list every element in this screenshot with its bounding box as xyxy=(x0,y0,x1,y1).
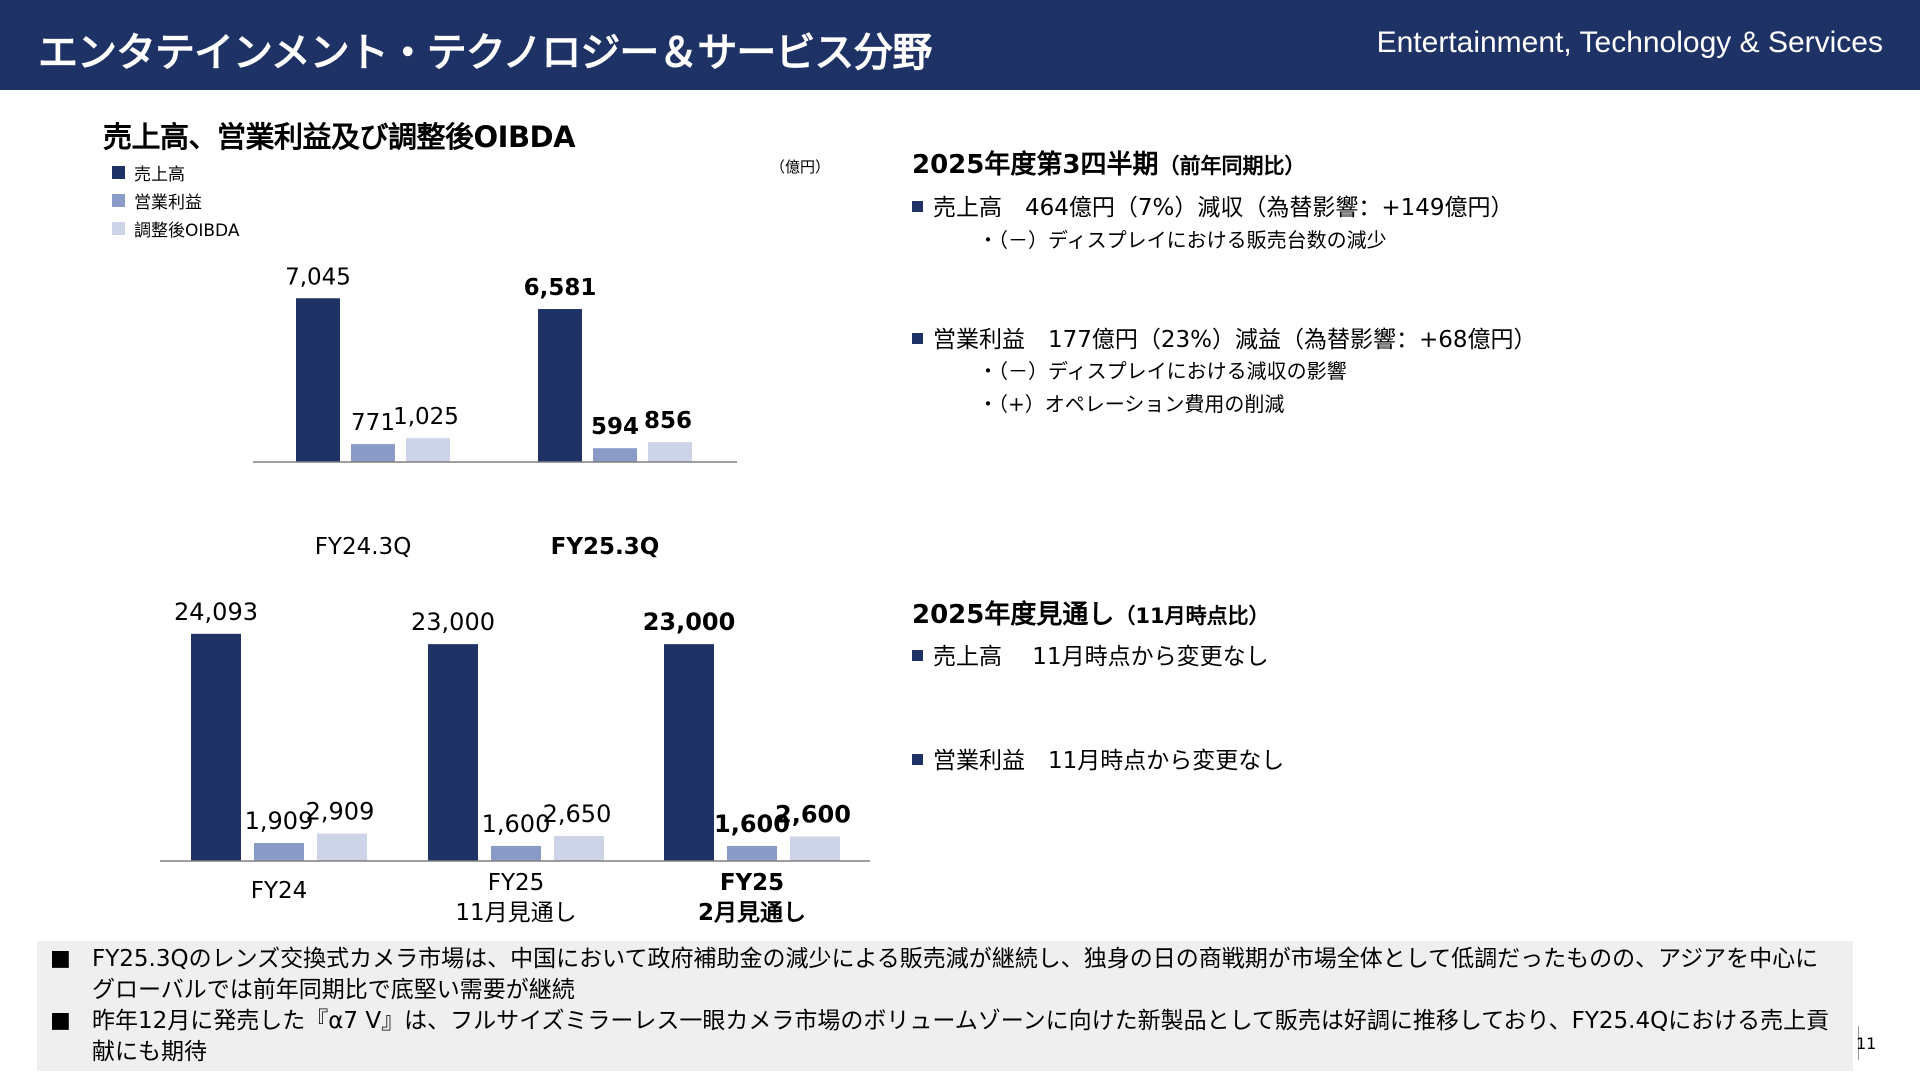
bar-operating-income-2-1 xyxy=(254,843,304,861)
q3-sales-bullet: 売上高 464億円（7%）減収（為替影響：+149億円） xyxy=(912,188,1514,222)
bar-operating-income-2-2 xyxy=(491,845,541,861)
data-label-oibda-2-2: 2,650 xyxy=(543,800,612,828)
data-label-operating-income-2-2: 1,600 xyxy=(482,810,551,838)
outlook-sales-text: 売上高 11月時点から変更なし xyxy=(933,644,1269,670)
bar-sales-1-2 xyxy=(538,309,582,462)
q3-heading-sub: （前年同期比） xyxy=(1158,154,1306,178)
outlook-heading-main: 2025年度見通し xyxy=(912,600,1115,630)
category-label-2-3-line2: 2月見通し xyxy=(698,900,806,926)
bar-operating-income-1-2 xyxy=(593,448,637,462)
bullet-square-icon xyxy=(912,650,923,661)
data-label-oibda-2-1: 2,909 xyxy=(306,798,375,826)
bar-oibda-1-1 xyxy=(406,438,450,462)
chart-section-title: 売上高、営業利益及び調整後OIBDA xyxy=(103,120,576,154)
bar-sales-1-1 xyxy=(296,298,340,462)
q3-sales-note-1: ・（－）ディスプレイにおける販売台数の減少 xyxy=(978,228,1387,252)
legend-swatch-sales xyxy=(112,165,125,179)
category-label-2-2-line1: FY25 xyxy=(488,870,545,896)
q3-sales-text: 売上高 464億円（7%）減収（為替影響：+149億円） xyxy=(933,195,1514,221)
note-bullet-2: ■ xyxy=(50,1008,71,1033)
data-label-sales-1-1: 7,045 xyxy=(285,264,351,290)
category-label-2-3-line1: FY25 xyxy=(720,870,784,896)
q3-heading: 2025年度第3四半期（前年同期比） xyxy=(912,144,1305,181)
legend-swatch-oibda xyxy=(112,221,125,235)
header-bar: エンタテインメント・テクノロジー＆サービス分野 Entertainment, T… xyxy=(0,0,1920,90)
data-label-operating-income-2-1: 1,909 xyxy=(245,807,314,835)
page-number: 11 xyxy=(1856,1034,1877,1053)
outlook-op-bullet: 営業利益 11月時点から変更なし xyxy=(912,741,1284,775)
bullet-square-icon xyxy=(912,754,923,765)
data-label-operating-income-1-1: 771 xyxy=(351,410,395,436)
page-subtitle-en: Entertainment, Technology & Services xyxy=(1376,26,1883,59)
legend-swatch-operating-income xyxy=(112,193,125,207)
bar-oibda-2-3 xyxy=(790,836,840,861)
unit-label: （億円） xyxy=(770,158,831,176)
data-label-sales-2-3: 23,000 xyxy=(643,608,736,636)
chart-legend: 売上高 営業利益 調整後OIBDA xyxy=(112,158,239,242)
category-label-1-2: FY25.3Q xyxy=(551,534,660,560)
notes-box xyxy=(37,941,1853,1071)
data-label-operating-income-2-3: 1,600 xyxy=(714,810,790,838)
bullet-square-icon xyxy=(912,201,923,212)
note-text-1: FY25.3Qのレンズ交換式カメラ市場は、中国において政府補助金の減少による販売… xyxy=(92,946,1819,1003)
bar-sales-2-3 xyxy=(664,644,714,861)
bar-oibda-1-2 xyxy=(648,442,692,462)
bar-operating-income-2-3 xyxy=(727,845,777,861)
page-divider xyxy=(1858,1026,1859,1060)
category-label-1-1: FY24.3Q xyxy=(315,534,412,560)
bar-operating-income-1-1 xyxy=(351,444,395,462)
category-label-2-2-line2: 11月見通し xyxy=(455,900,576,926)
category-label-2-1: FY24 xyxy=(251,878,308,904)
outlook-heading: 2025年度見通し（11月時点比） xyxy=(912,594,1270,631)
page-title: エンタテインメント・テクノロジー＆サービス分野 xyxy=(38,30,932,76)
q3-op-note-2: ・（+）オペレーション費用の削減 xyxy=(978,392,1285,416)
legend-item-oibda: 調整後OIBDA xyxy=(112,214,239,242)
q3-op-text: 営業利益 177億円（23%）減益（為替影響：+68億円） xyxy=(933,327,1537,353)
data-label-sales-2-1: 24,093 xyxy=(174,598,258,626)
bar-sales-2-2 xyxy=(428,644,478,861)
data-label-sales-2-2: 23,000 xyxy=(411,608,495,636)
bar-sales-2-1 xyxy=(191,633,241,861)
outlook-op-text: 営業利益 11月時点から変更なし xyxy=(933,748,1285,774)
q3-op-bullet: 営業利益 177億円（23%）減益（為替影響：+68億円） xyxy=(912,320,1537,354)
bar-oibda-2-1 xyxy=(317,833,367,861)
outlook-sales-bullet: 売上高 11月時点から変更なし xyxy=(912,637,1269,671)
data-label-oibda-1-2: 856 xyxy=(644,408,692,434)
data-label-oibda-1-1: 1,025 xyxy=(393,404,459,430)
note-bullet-1: ■ xyxy=(50,946,71,971)
bullet-square-icon xyxy=(912,333,923,344)
note-text-2: 昨年12月に発売した『α7 V』は、フルサイズミラーレス一眼カメラ市場のボリュー… xyxy=(92,1008,1830,1065)
legend-item-sales: 売上高 xyxy=(112,158,239,186)
q3-op-note-1: ・（－）ディスプレイにおける減収の影響 xyxy=(978,359,1347,383)
legend-label-oibda: 調整後OIBDA xyxy=(134,220,240,241)
data-label-sales-1-2: 6,581 xyxy=(524,275,597,301)
legend-label-operating-income: 営業利益 xyxy=(134,192,202,213)
q3-heading-main: 2025年度第3四半期 xyxy=(912,150,1159,180)
data-label-oibda-2-3: 2,600 xyxy=(775,800,851,828)
outlook-heading-sub: （11月時点比） xyxy=(1114,604,1270,628)
legend-label-sales: 売上高 xyxy=(134,164,185,185)
data-label-operating-income-1-2: 594 xyxy=(591,414,639,440)
bar-oibda-2-2 xyxy=(554,836,604,861)
legend-item-operating-income: 営業利益 xyxy=(112,186,239,214)
